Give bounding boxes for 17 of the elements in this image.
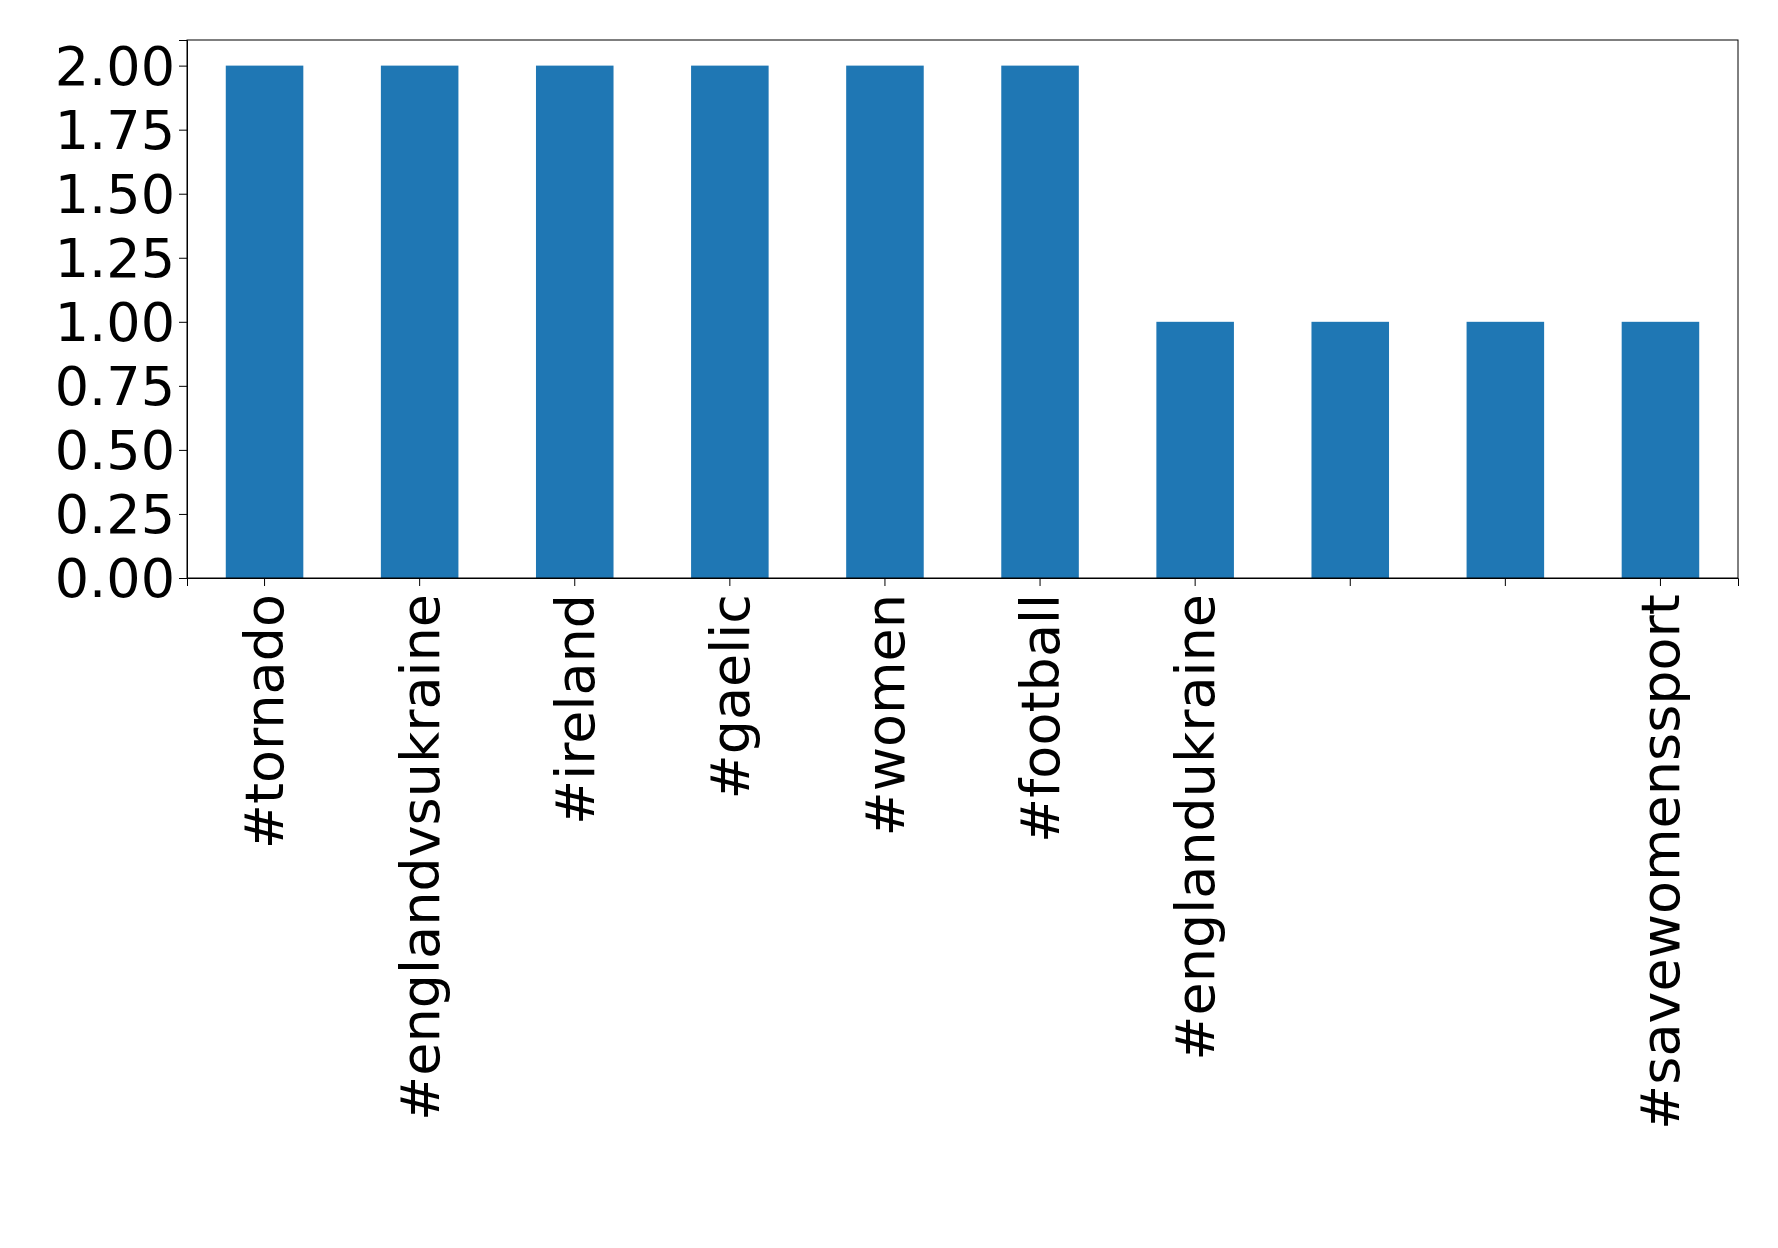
y-tick-label: 0.75 [54, 355, 175, 419]
x-tick-label: #englandukraine [1164, 594, 1228, 1061]
y-tick-label: 1.25 [54, 227, 175, 291]
y-tick-label: 0.00 [54, 547, 175, 611]
y-tick-label: 2.00 [54, 35, 175, 99]
x-tick-label: #gaelic [698, 594, 762, 800]
y-tick-label: 1.75 [54, 99, 175, 163]
y-tick-label: 1.00 [54, 291, 175, 355]
x-tick-label: #ireland [543, 594, 607, 826]
x-tick-label: #football [1008, 594, 1072, 843]
y-tick-label: 1.50 [54, 163, 175, 227]
x-tick-label: #tornado [233, 594, 297, 850]
x-tick-label: #women [853, 594, 917, 837]
y-tick-label: 0.25 [54, 483, 175, 547]
y-tick-label: 0.50 [54, 419, 175, 483]
x-tick-label: #englandvsukraine [388, 594, 452, 1121]
x-tick-label: #savewomenssport [1629, 594, 1693, 1130]
